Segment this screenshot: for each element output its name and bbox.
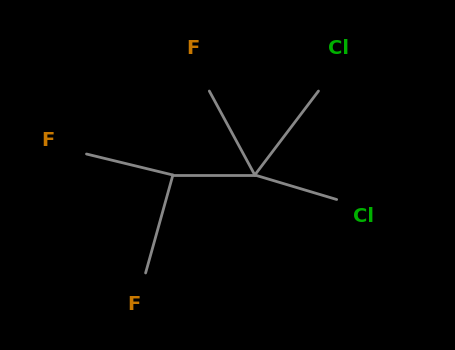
Text: Cl: Cl xyxy=(354,208,374,226)
Text: F: F xyxy=(187,40,200,58)
Text: F: F xyxy=(41,131,55,149)
Text: Cl: Cl xyxy=(329,40,349,58)
Text: F: F xyxy=(127,295,141,314)
